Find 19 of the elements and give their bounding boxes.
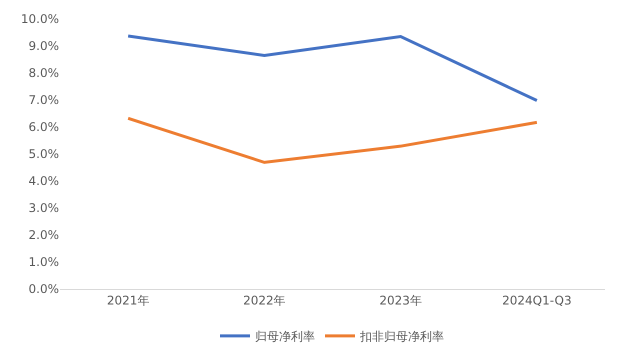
y-tick-label: 5.0% bbox=[28, 147, 59, 162]
y-tick-label: 7.0% bbox=[28, 93, 59, 108]
legend-label: 扣非归母净利率 bbox=[359, 330, 444, 344]
x-tick-label: 2022年 bbox=[243, 293, 286, 308]
y-tick-label: 0.0% bbox=[28, 282, 59, 296]
y-tick-label: 9.0% bbox=[28, 39, 59, 54]
y-tick-label: 3.0% bbox=[28, 201, 59, 216]
y-tick-label: 1.0% bbox=[28, 255, 59, 270]
y-tick-label: 8.0% bbox=[28, 66, 59, 80]
legend-label: 归母净利率 bbox=[255, 330, 315, 344]
x-tick-label: 2024Q1-Q3 bbox=[502, 293, 572, 308]
y-tick-label: 4.0% bbox=[28, 174, 59, 188]
line-series bbox=[126, 116, 538, 164]
x-tick-label: 2023年 bbox=[379, 293, 422, 308]
line-series bbox=[126, 34, 538, 102]
y-tick-label: 10.0% bbox=[20, 12, 59, 26]
x-tick-label: 2021年 bbox=[106, 293, 150, 308]
y-tick-label: 2.0% bbox=[28, 228, 59, 242]
y-tick-label: 6.0% bbox=[28, 120, 59, 134]
